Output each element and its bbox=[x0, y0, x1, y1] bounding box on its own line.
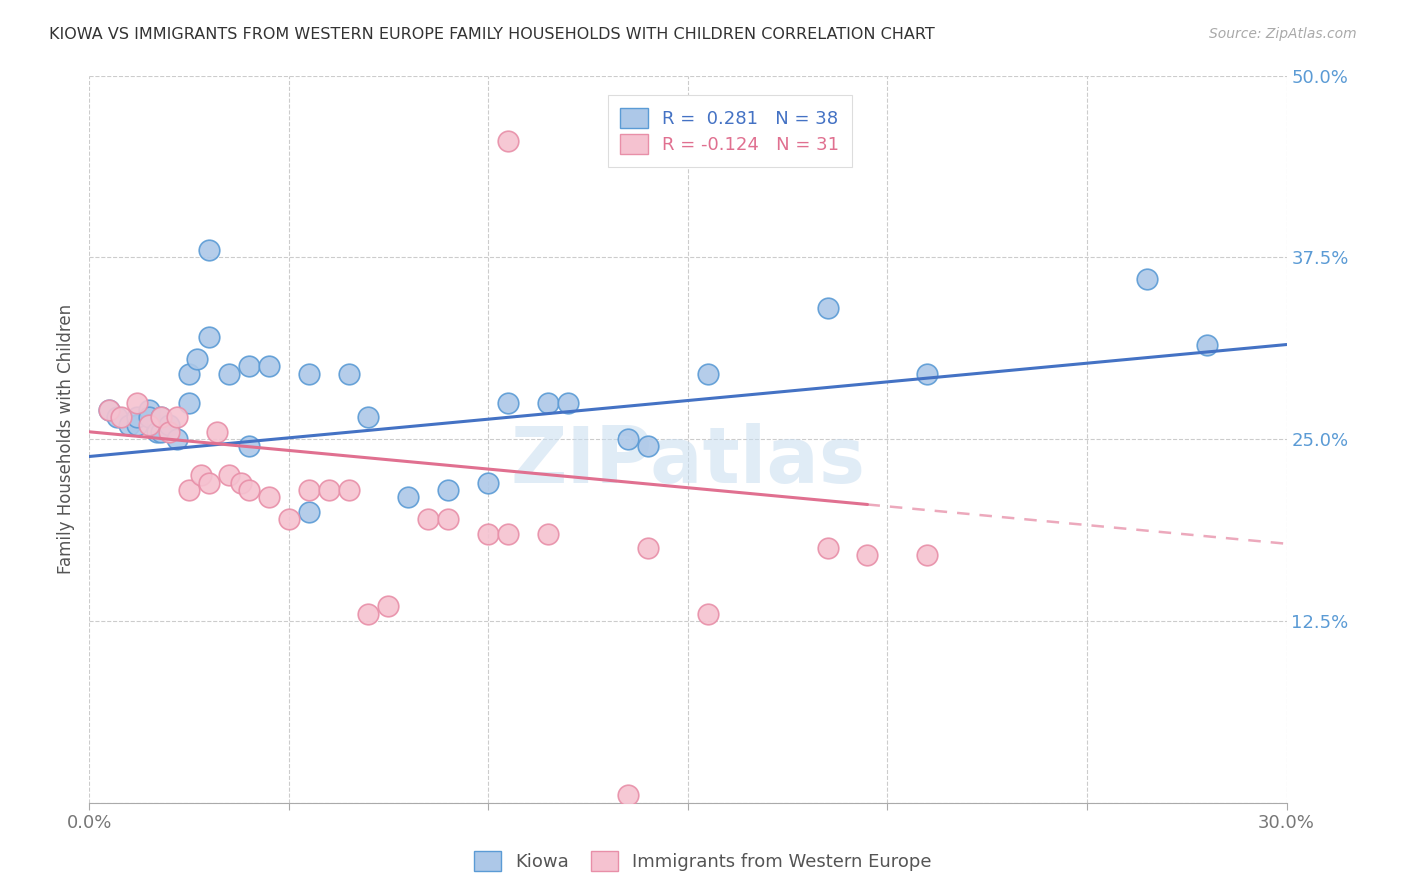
Point bbox=[637, 541, 659, 555]
Point bbox=[198, 330, 221, 344]
Point bbox=[537, 526, 560, 541]
Point bbox=[477, 475, 499, 490]
Point bbox=[125, 395, 148, 409]
Point bbox=[125, 417, 148, 432]
Point bbox=[146, 425, 169, 439]
Point bbox=[696, 367, 718, 381]
Point bbox=[357, 410, 380, 425]
Point bbox=[817, 541, 839, 555]
Point bbox=[257, 490, 280, 504]
Text: KIOWA VS IMMIGRANTS FROM WESTERN EUROPE FAMILY HOUSEHOLDS WITH CHILDREN CORRELAT: KIOWA VS IMMIGRANTS FROM WESTERN EUROPE … bbox=[49, 27, 935, 42]
Point bbox=[297, 505, 319, 519]
Point bbox=[418, 512, 440, 526]
Point bbox=[297, 367, 319, 381]
Point bbox=[166, 432, 188, 446]
Point bbox=[125, 410, 148, 425]
Point bbox=[190, 468, 212, 483]
Point bbox=[177, 367, 200, 381]
Point bbox=[617, 789, 640, 803]
Point bbox=[557, 395, 579, 409]
Point bbox=[337, 367, 360, 381]
Point bbox=[1136, 272, 1159, 286]
Point bbox=[377, 599, 399, 614]
Point bbox=[105, 410, 128, 425]
Point bbox=[856, 549, 879, 563]
Point bbox=[166, 410, 188, 425]
Point bbox=[229, 475, 252, 490]
Point bbox=[138, 410, 160, 425]
Point bbox=[138, 403, 160, 417]
Point bbox=[238, 483, 260, 497]
Point bbox=[917, 367, 939, 381]
Point bbox=[177, 395, 200, 409]
Point bbox=[277, 512, 299, 526]
Point bbox=[477, 526, 499, 541]
Point bbox=[496, 526, 519, 541]
Text: ZIPatlas: ZIPatlas bbox=[510, 423, 865, 499]
Point bbox=[198, 243, 221, 257]
Point bbox=[205, 425, 228, 439]
Point bbox=[110, 410, 132, 425]
Point bbox=[257, 359, 280, 374]
Point bbox=[157, 417, 180, 432]
Point bbox=[917, 549, 939, 563]
Point bbox=[617, 432, 640, 446]
Point bbox=[297, 483, 319, 497]
Point bbox=[98, 403, 121, 417]
Legend: Kiowa, Immigrants from Western Europe: Kiowa, Immigrants from Western Europe bbox=[467, 844, 939, 879]
Y-axis label: Family Households with Children: Family Households with Children bbox=[58, 304, 75, 574]
Point bbox=[696, 607, 718, 621]
Point bbox=[157, 425, 180, 439]
Point bbox=[396, 490, 419, 504]
Point bbox=[186, 352, 208, 367]
Point bbox=[238, 359, 260, 374]
Point bbox=[1195, 337, 1218, 351]
Point bbox=[218, 468, 240, 483]
Point bbox=[198, 475, 221, 490]
Point bbox=[149, 410, 172, 425]
Point bbox=[149, 410, 172, 425]
Point bbox=[218, 367, 240, 381]
Point bbox=[437, 512, 460, 526]
Point bbox=[637, 439, 659, 453]
Point bbox=[337, 483, 360, 497]
Point bbox=[357, 607, 380, 621]
Point bbox=[177, 483, 200, 497]
Point bbox=[149, 425, 172, 439]
Point bbox=[537, 395, 560, 409]
Legend: R =  0.281   N = 38, R = -0.124   N = 31: R = 0.281 N = 38, R = -0.124 N = 31 bbox=[607, 95, 852, 167]
Point bbox=[817, 301, 839, 315]
Point bbox=[118, 417, 141, 432]
Point bbox=[318, 483, 340, 497]
Point bbox=[496, 134, 519, 148]
Point bbox=[437, 483, 460, 497]
Text: Source: ZipAtlas.com: Source: ZipAtlas.com bbox=[1209, 27, 1357, 41]
Point bbox=[238, 439, 260, 453]
Point bbox=[496, 395, 519, 409]
Point bbox=[138, 417, 160, 432]
Point bbox=[98, 403, 121, 417]
